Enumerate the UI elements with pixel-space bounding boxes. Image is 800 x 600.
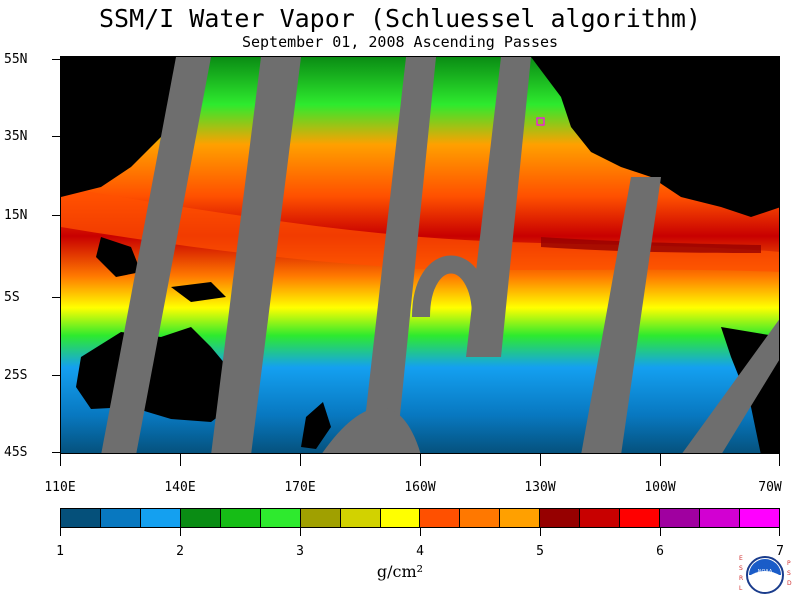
colorbar-label-6: 6 (656, 544, 664, 559)
esrl-letter-s: S (739, 565, 743, 572)
noaa-logo-text: NOAA (758, 569, 773, 575)
lon-tick (779, 454, 780, 466)
noaa-logo-wave (749, 571, 781, 592)
colorbar-segment (739, 509, 779, 527)
colorbar-segment (660, 509, 700, 527)
data-gap-swath (322, 407, 421, 453)
colorbar-label-5: 5 (536, 544, 544, 559)
colorbar-segment (100, 509, 141, 527)
philippines-landmass (96, 237, 141, 277)
colorbar-tick (60, 528, 61, 536)
map-subtitle: September 01, 2008 Ascending Passes (241, 33, 559, 51)
noaa-logo: NOAA E S R L P S D (739, 555, 792, 594)
colorbar-segment (580, 509, 621, 527)
lon-tick (420, 454, 421, 466)
north-america-landmass (531, 57, 779, 217)
colorbar-tick (660, 528, 661, 536)
noaa-logo-sky (749, 559, 781, 575)
lon-label-170e: 170E (284, 480, 316, 495)
lat-label-45s: 45S (4, 445, 28, 460)
lat-tick (52, 59, 60, 60)
lon-tick (540, 454, 541, 466)
psd-letter-d: D (787, 580, 792, 587)
colorbar-label-7: 7 (776, 544, 784, 559)
lat-tick (52, 215, 60, 216)
colorbar-segment (220, 509, 261, 527)
data-gap-swath (101, 57, 211, 453)
psd-letter-s: S (787, 570, 791, 577)
lon-label-100w: 100W (644, 480, 676, 495)
colorbar-tick (540, 528, 541, 536)
data-gap-arc (412, 255, 490, 318)
colorbar-segment (500, 509, 541, 527)
lat-label-35n: 35N (4, 129, 28, 144)
colorbar-segment (61, 509, 101, 527)
colorbar-tick (420, 528, 421, 536)
colorbar-segment (460, 509, 501, 527)
lat-tick (52, 136, 60, 137)
colorbar-segment (300, 509, 341, 527)
colorbar-segment (540, 509, 581, 527)
colorbar-segment (700, 509, 740, 527)
colorbar-label-1: 1 (56, 544, 64, 559)
data-gap-swath (682, 319, 779, 453)
new-zealand-landmass (301, 402, 331, 449)
lon-label-70w: 70W (758, 480, 782, 495)
water-vapor-map (60, 56, 780, 454)
station-marker (536, 117, 545, 126)
colorbar-segment (180, 509, 221, 527)
esrl-letter-l: L (739, 585, 743, 592)
colorbar-label-2: 2 (176, 544, 184, 559)
lon-tick (300, 454, 301, 466)
lat-tick (52, 452, 60, 453)
colorbar-segment (620, 509, 661, 527)
colorbar-label-4: 4 (416, 544, 424, 559)
lat-label-5s: 5S (4, 290, 20, 305)
new-guinea-landmass (171, 282, 226, 302)
colorbar-segment (380, 509, 421, 527)
lat-label-55n: 55N (4, 52, 28, 67)
asia-landmass (61, 57, 186, 197)
lat-label-15n: 15N (4, 208, 28, 223)
data-gap-swath (361, 57, 436, 453)
lat-tick (52, 297, 60, 298)
colorbar-tick (180, 528, 181, 536)
colorbar-segment (340, 509, 381, 527)
map-title: SSM/I Water Vapor (Schluessel algorithm) (98, 4, 702, 33)
colorbar-label-3: 3 (296, 544, 304, 559)
lon-tick (60, 454, 61, 466)
colorbar-segment (260, 509, 301, 527)
lon-tick (660, 454, 661, 466)
colorbar-segment (140, 509, 181, 527)
colorbar-units: g/cm² (376, 562, 424, 581)
colorbar (60, 508, 780, 528)
colorbar-segment (420, 509, 461, 527)
psd-letter-p: P (787, 560, 791, 567)
esrl-letter-r: R (739, 575, 743, 582)
lat-tick (52, 375, 60, 376)
esrl-letter-e: E (739, 555, 743, 562)
data-gap-swath (211, 57, 301, 453)
lon-tick (180, 454, 181, 466)
lon-label-110e: 110E (44, 480, 76, 495)
colorbar-tick (779, 528, 780, 536)
lat-label-25s: 25S (4, 368, 28, 383)
lon-label-130w: 130W (524, 480, 556, 495)
map-graphic (61, 57, 779, 453)
data-gap-swath (581, 177, 661, 453)
colorbar-tick (300, 528, 301, 536)
lon-label-140e: 140E (164, 480, 196, 495)
lon-label-160w: 160W (404, 480, 436, 495)
